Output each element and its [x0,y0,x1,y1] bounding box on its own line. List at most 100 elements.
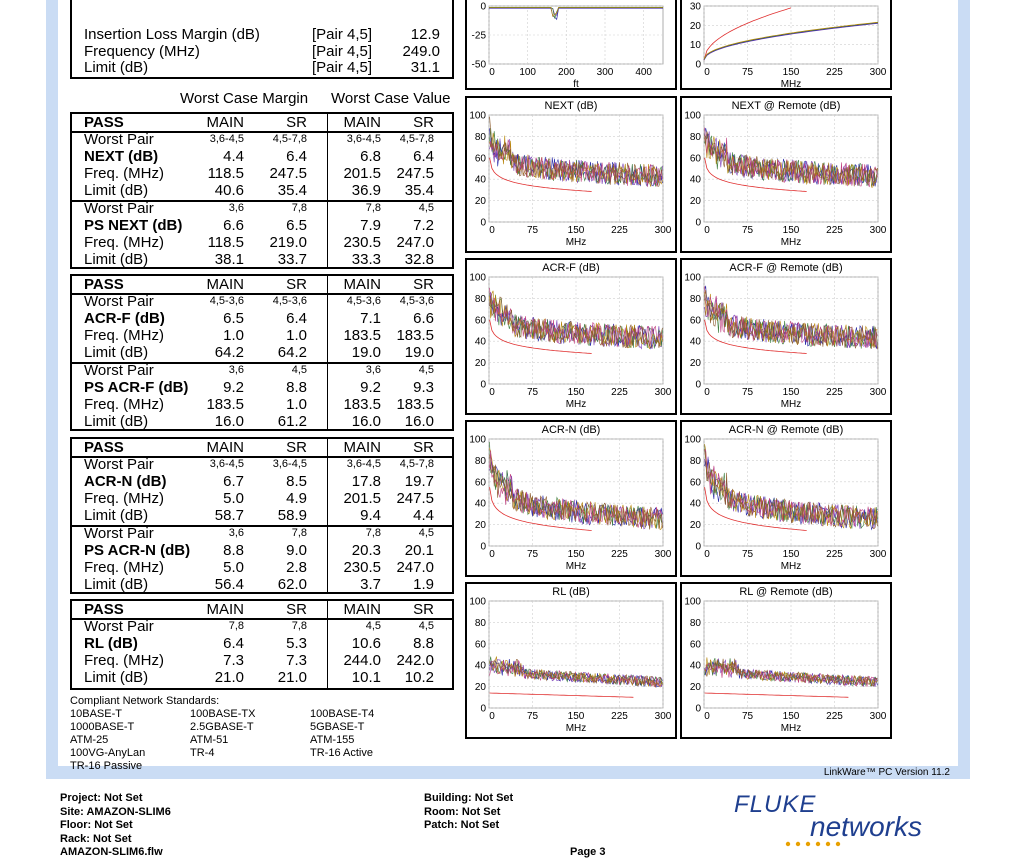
header-separator [72,131,452,133]
row-value: 7,8 [291,527,307,539]
y-tick-label: 20 [475,682,487,693]
row-value: 64.2 [214,344,244,361]
row-value: 219.0 [269,234,307,251]
y-tick-label: 40 [690,175,702,186]
table-row: NEXT (dB) 4.4 6.4 6.8 6.4 [72,148,452,165]
table-row: PASS MAIN SR MAIN SR [72,601,452,618]
row-value: 118.5 [207,165,244,182]
x-tick-label: 150 [783,67,800,78]
row-value: 3,6-4,5 [209,458,244,470]
row-value: 3,6-4,5 [346,133,381,145]
x-tick-label: 150 [568,387,585,398]
table-row: Limit (dB) 56.4 62.0 3.7 1.9 [72,576,452,593]
row-value: 6.4 [413,148,434,165]
series-line [489,7,663,16]
x-axis-label: MHz [781,561,802,572]
row-value: 6.4 [286,310,307,327]
table-row: RL (dB) 6.4 5.3 10.6 8.8 [72,635,452,652]
row-label: Worst Pair [84,525,154,542]
row-label: PASS [84,601,124,618]
chart-panel: NEXT @ Remote (dB) 100 80 60 40 20 0 0 75 150 225 3… [680,96,892,253]
y-tick-label: 0 [695,380,701,391]
x-tick-label: 0 [704,67,710,78]
y-tick-label: 80 [690,294,702,305]
standard-item: TR-16 Passive [70,760,143,772]
group-separator [72,362,452,364]
row-value: SR [413,439,434,456]
y-tick-label: 20 [690,21,702,32]
row-value: MAIN [343,439,382,456]
row-value: 230.5 [343,234,381,251]
y-tick-label: 20 [690,196,702,207]
standard-item: ATM-25 [70,734,109,746]
y-tick-label: 0 [695,218,701,229]
insertion-loss-summary: Insertion Loss Margin (dB) [Pair 4,5] 12… [70,0,454,79]
row-value: 17.8 [351,473,381,490]
x-tick-label: 300 [870,387,887,398]
row-value: 9.2 [223,379,244,396]
footer-project: Project: Not Set [60,792,143,804]
row-label: Worst Pair [84,362,154,379]
row-value: 6.4 [286,148,307,165]
x-tick-label: 400 [635,67,652,78]
row-value: 35.4 [277,182,307,199]
x-tick-label: 300 [870,67,887,78]
standard-item: 5GBASE-T [310,721,365,733]
standard-item: 100BASE-T4 [310,708,375,720]
y-tick-label: 0 [480,218,486,229]
series-line [704,448,878,530]
table-row: ACR-N (dB) 6.7 8.5 17.8 19.7 [72,473,452,490]
row-value: 4.4 [413,507,434,524]
row-value: 9.3 [413,379,434,396]
row-value: 7,8 [228,620,244,632]
row-value: 3,6-4,5 [272,458,307,470]
row-value: 32.8 [404,251,434,268]
x-tick-label: 75 [527,225,539,236]
x-tick-label: 300 [655,387,672,398]
table-row: Worst Pair 3,6-4,5 4,5-7,8 3,6-4,5 4,5-7,8 [72,131,452,148]
row-label: Freq. (MHz) [84,652,164,669]
row-value: 247.5 [396,165,434,182]
y-tick-label: 40 [475,175,487,186]
x-axis-label: MHz [781,79,802,88]
row-value: 6.6 [223,217,244,234]
x-axis-label: MHz [566,723,587,734]
linkware-version: LinkWare™ PC Version 11.2 [823,767,950,778]
series-line [489,450,663,528]
y-tick-label: 100 [469,597,486,608]
chart-panel: ACR-N @ Remote (dB) 100 80 60 40 20 0 0 75 150 225… [680,420,892,577]
table-row: PASS MAIN SR MAIN SR [72,276,452,293]
fluke-networks-logo: FLUKE networks [734,791,922,847]
row-value: 16.0 [404,413,434,430]
x-tick-label: 300 [870,225,887,236]
row-value: 4,5-7,8 [399,458,434,470]
x-tick-label: 0 [489,67,495,78]
row-label: NEXT (dB) [84,148,159,165]
table-row: Limit (dB) 38.1 33.7 33.3 32.8 [72,251,452,268]
x-tick-label: 75 [742,225,754,236]
row-value: 8.8 [223,542,244,559]
chart-panel: 0 -25 -50 0 100 200 300 400 ft [465,0,677,90]
chart-panel: 30 20 10 0 0 75 150 225 300 MHz [680,0,892,90]
chart-plot: 100 80 60 40 20 00 75 150 225 300 MHz [684,597,886,735]
row-label: Limit (dB) [84,507,149,524]
x-tick-label: 300 [655,711,672,722]
table-row: Freq. (MHz) 183.5 1.0 183.5 183.5 [72,396,452,413]
row-label: PS NEXT (dB) [84,217,183,234]
row-value: 7,8 [291,620,307,632]
footer-rack: Rack: Not Set [60,832,132,845]
row-label: Worst Pair [84,200,154,217]
chart-plot: 100 80 60 40 20 00 75 150 225 300 MHz [684,273,887,411]
y-tick-label: 0 [480,2,486,13]
y-tick-label: 0 [480,704,486,715]
row-value: MAIN [343,114,382,131]
row-value: 4,5 [365,620,381,632]
series-line [489,659,663,688]
row-value: MAIN [206,276,245,293]
x-tick-label: 0 [704,711,710,722]
x-tick-label: 225 [826,549,843,560]
row-label: RL (dB) [84,635,138,652]
row-value: 36.9 [351,182,381,199]
logo-networks: networks [810,811,922,842]
